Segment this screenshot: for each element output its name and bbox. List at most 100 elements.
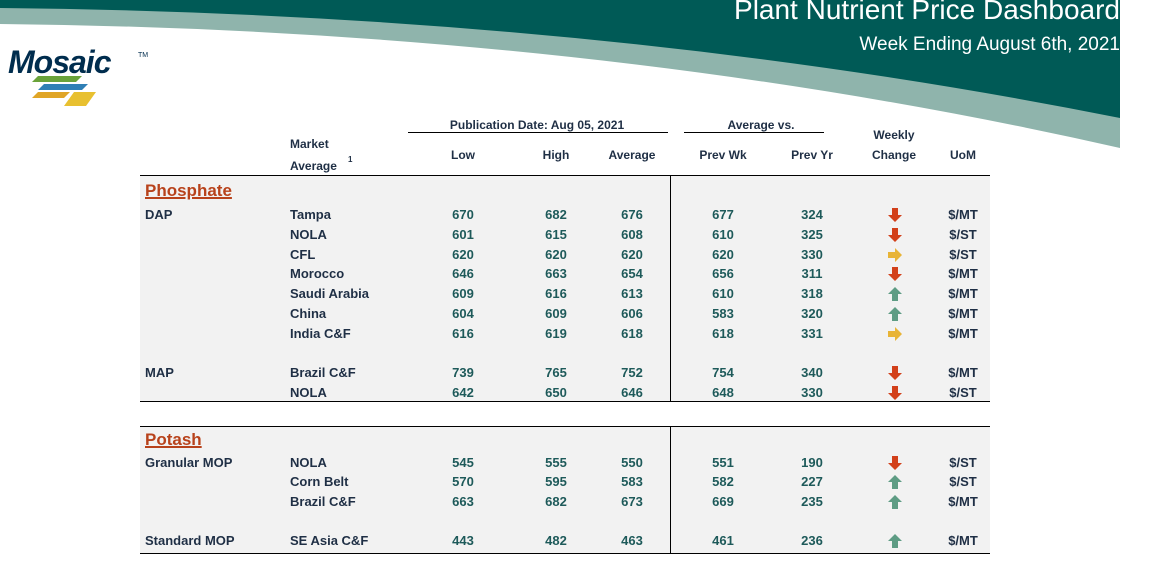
arrow-down-icon	[887, 455, 903, 471]
group-rule-average	[684, 132, 824, 133]
market-name: NOLA	[290, 227, 327, 242]
header-prev-yr: Prev Yr	[791, 148, 833, 162]
average-price: 752	[621, 365, 643, 380]
prev-wk-price: 754	[712, 365, 734, 380]
header-average: Average	[608, 148, 656, 162]
uom-label: $/MT	[948, 286, 978, 301]
arrow-up-icon	[887, 306, 903, 322]
uom-label: $/ST	[949, 247, 977, 262]
high-price: 482	[545, 533, 567, 548]
uom-label: $/ST	[949, 474, 977, 489]
high-price: 595	[545, 474, 567, 489]
prev-wk-price: 648	[712, 385, 734, 400]
uom-label: $/ST	[949, 227, 977, 242]
prev-wk-price: 582	[712, 474, 734, 489]
product-label: Standard MOP	[145, 533, 235, 548]
prev-yr-price: 340	[801, 365, 823, 380]
header-prev-wk: Prev Wk	[699, 148, 747, 162]
table-bottom-rule	[140, 553, 990, 554]
average-price: 583	[621, 474, 643, 489]
prev-yr-price: 235	[801, 494, 823, 509]
market-name: Tampa	[290, 207, 331, 222]
prev-wk-price: 610	[712, 227, 734, 242]
prev-wk-price: 677	[712, 207, 734, 222]
arrow-down-icon	[887, 266, 903, 282]
average-price: 608	[621, 227, 643, 242]
market-name: Saudi Arabia	[290, 286, 369, 301]
phosphate-section-title: Phosphate	[145, 181, 232, 200]
prev-yr-price: 311	[801, 266, 823, 281]
arrow-up-icon	[887, 286, 903, 302]
uom-label: $/MT	[948, 326, 978, 341]
average-price: 673	[621, 494, 643, 509]
low-price: 642	[452, 385, 474, 400]
product-label: Granular MOP	[145, 455, 233, 470]
average-price: 463	[621, 533, 643, 548]
mosaic-logo: Mosaic TM	[8, 44, 148, 114]
prev-yr-price: 330	[801, 247, 823, 262]
low-price: 570	[452, 474, 474, 489]
uom-label: $/MT	[948, 207, 978, 222]
high-price: 765	[545, 365, 567, 380]
prev-wk-price: 461	[712, 533, 734, 548]
arrow-up-icon	[887, 533, 903, 549]
header-average-vs: Average vs.	[727, 118, 795, 132]
average-price: 654	[621, 266, 643, 281]
header-uom: UoM	[950, 148, 976, 162]
low-price: 604	[452, 306, 474, 321]
uom-label: $/ST	[949, 385, 977, 400]
prev-yr-price: 320	[801, 306, 823, 321]
low-price: 609	[452, 286, 474, 301]
arrow-flat-icon	[887, 247, 903, 263]
high-price: 619	[545, 326, 567, 341]
prev-yr-price: 325	[801, 227, 823, 242]
page-subtitle: Week Ending August 6th, 2021	[859, 34, 1120, 55]
header-market-footnote: 1	[348, 155, 353, 164]
arrow-down-icon	[887, 385, 903, 401]
product-label: MAP	[145, 365, 174, 380]
market-name: NOLA	[290, 385, 327, 400]
header-market-average-line2: Average	[290, 159, 337, 173]
high-price: 609	[545, 306, 567, 321]
header-bottom-rule	[140, 175, 990, 176]
prev-wk-price: 620	[712, 247, 734, 262]
high-price: 663	[545, 266, 567, 281]
prev-wk-price: 610	[712, 286, 734, 301]
low-price: 601	[452, 227, 474, 242]
header-weekly-line2: Change	[871, 148, 917, 162]
potash-top-rule	[140, 426, 990, 427]
uom-label: $/MT	[948, 306, 978, 321]
high-price: 682	[545, 494, 567, 509]
average-price: 606	[621, 306, 643, 321]
market-name: Brazil C&F	[290, 494, 356, 509]
arrow-up-icon	[887, 474, 903, 490]
high-price: 650	[545, 385, 567, 400]
prev-yr-price: 330	[801, 385, 823, 400]
prev-yr-price: 227	[801, 474, 823, 489]
market-name: Corn Belt	[290, 474, 349, 489]
low-price: 670	[452, 207, 474, 222]
potash-section-bg	[140, 427, 990, 553]
average-price: 613	[621, 286, 643, 301]
header-weekly-line1: Weekly	[873, 128, 915, 142]
market-name: SE Asia C&F	[290, 533, 369, 548]
prev-wk-price: 618	[712, 326, 734, 341]
group-rule-publication	[408, 132, 668, 133]
market-name: India C&F	[290, 326, 351, 341]
prev-wk-price: 583	[712, 306, 734, 321]
logo-stripes-icon	[32, 76, 96, 106]
low-price: 443	[452, 533, 474, 548]
banner-dark-band	[0, 0, 1120, 118]
prev-yr-price: 318	[801, 286, 823, 301]
high-price: 615	[545, 227, 567, 242]
uom-label: $/ST	[949, 455, 977, 470]
page-title: Plant Nutrient Price Dashboard	[734, 0, 1120, 25]
market-name: Morocco	[290, 266, 345, 281]
average-price: 620	[621, 247, 643, 262]
header-low: Low	[451, 148, 475, 162]
phosphate-divider	[670, 175, 671, 401]
prev-wk-price: 656	[712, 266, 734, 281]
prev-yr-price: 331	[801, 326, 823, 341]
header-publication-date: Publication Date: Aug 05, 2021	[449, 118, 625, 132]
logo-wordmark: Mosaic	[8, 44, 111, 80]
